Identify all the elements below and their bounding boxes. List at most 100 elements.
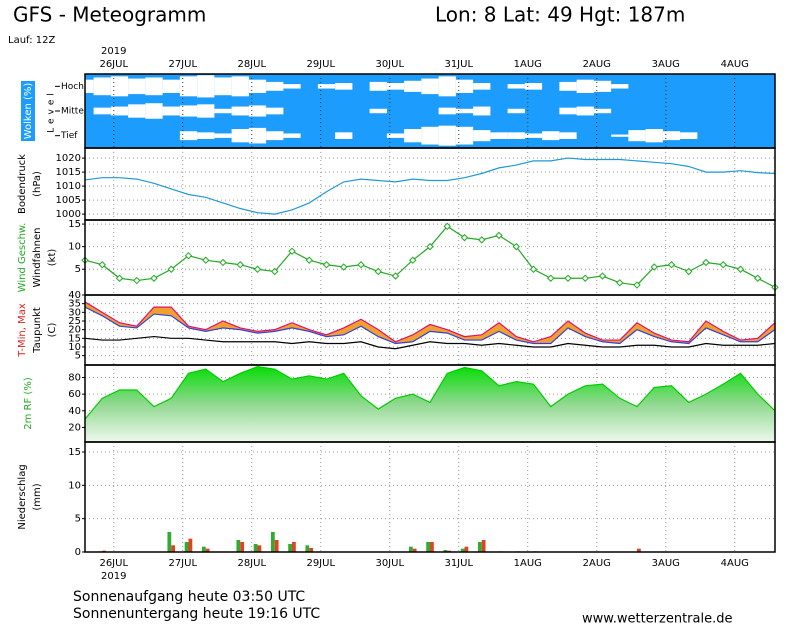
cloud-cover [369, 108, 387, 114]
precip-bar [253, 544, 258, 552]
x-tick-label: 27JUL [168, 59, 197, 70]
cloud-cover [266, 107, 284, 115]
y-tick-label: 0 [75, 547, 81, 558]
precip-bar [426, 542, 430, 552]
cloud-cover [248, 105, 267, 117]
x-tick-label: 29JUL [306, 59, 335, 70]
humidity-line [84, 366, 776, 420]
precip-bar [408, 546, 413, 552]
precip-bar [412, 548, 417, 552]
x-tick-label: 30JUL [375, 59, 404, 70]
precip-bar [270, 532, 275, 552]
data-marker [564, 274, 572, 282]
data-marker [650, 263, 658, 271]
data-marker [253, 265, 262, 273]
cloud-cover [214, 133, 232, 138]
precip-bar [201, 546, 206, 552]
x-tick-label: 28JUL [237, 59, 266, 70]
cloud-cover [386, 133, 405, 138]
data-marker [391, 272, 400, 280]
cloud-cover [197, 75, 215, 98]
data-marker [288, 247, 296, 255]
cloud-cover [335, 83, 353, 90]
panel-frame [84, 147, 776, 221]
data-marker [271, 267, 279, 276]
level-label: Tief [60, 131, 78, 141]
cloud-cover [507, 84, 525, 89]
cloud-cover [231, 129, 249, 143]
y-tick-label: 1005 [56, 195, 81, 206]
cloud-cover [473, 83, 491, 90]
cloud-cover [524, 133, 543, 138]
x-tick-label: 29JUL [306, 558, 335, 569]
cloud-cover [507, 132, 525, 139]
y-tick-label: 10 [68, 342, 81, 353]
cloud-cover [490, 132, 508, 139]
cloud-cover [438, 76, 456, 97]
run: Lauf: 12Z [8, 35, 55, 46]
data-marker [460, 233, 469, 242]
precip-bar [274, 540, 279, 552]
data-marker [633, 281, 641, 289]
data-marker [736, 265, 745, 273]
data-marker [219, 258, 227, 267]
cloud-cover [386, 83, 405, 90]
y-axis-label: (mm) [32, 483, 43, 510]
cloud-cover [179, 131, 198, 141]
y-tick-label: 40 [68, 406, 81, 417]
y-tick-label: 1000 [56, 209, 81, 220]
precip-bar [637, 548, 641, 552]
data-marker [667, 261, 676, 269]
cloud-cover [524, 83, 543, 90]
cloud-cover [266, 81, 284, 91]
cloud-cover [145, 77, 163, 96]
x-tick-label: 4AUG [721, 59, 749, 70]
y-axis-label: Windfahnen [32, 228, 43, 288]
data-marker [340, 263, 348, 271]
y-tick-label: 1020 [56, 153, 81, 164]
precip-bar [430, 542, 434, 552]
data-marker [426, 242, 434, 251]
data-marker [685, 267, 693, 276]
precip-bar [292, 542, 296, 552]
y-tick-label: 10 [68, 480, 81, 491]
precip-bar [460, 548, 465, 552]
cloud-cover [593, 108, 612, 114]
cloud-cover [576, 79, 594, 93]
data-marker [478, 236, 486, 244]
ylabel-box [21, 81, 35, 141]
data-marker [236, 261, 244, 269]
cloud-cover [421, 78, 439, 95]
x-tick-label: 3AUG [652, 59, 680, 70]
precip-bar [477, 542, 482, 552]
y-tick-label: 15 [68, 447, 81, 458]
precip-bar [205, 548, 210, 552]
cloud-cover [611, 134, 629, 137]
humidity-area [85, 366, 775, 442]
x-tick-label: 2AUG [583, 59, 611, 70]
precip-bar [236, 540, 241, 552]
data-marker [702, 258, 710, 267]
cloud-cover [231, 106, 249, 116]
cloud-cover [145, 103, 163, 119]
x-tick-label: 30JUL [375, 558, 404, 569]
x-tick-label: 1AUG [514, 59, 542, 70]
cloud-cover [680, 132, 698, 139]
y-tick-label: 25 [68, 316, 81, 327]
y-axis-label: Taupunkt [32, 307, 43, 354]
data-marker [581, 274, 589, 282]
cloud-cover [645, 129, 663, 143]
cloud-cover [438, 107, 456, 115]
y-tick-label: 15 [68, 219, 81, 230]
precip-bar [240, 542, 245, 552]
y-tick-label: 20 [68, 325, 81, 336]
data-marker [719, 261, 727, 269]
y-axis-label: 2m RF (%) [23, 377, 34, 430]
y-axis-label: Bodendruck [17, 154, 28, 214]
y-axis-label: (hPa) [32, 171, 43, 197]
x-tick-label: 4AUG [721, 558, 749, 569]
y-tick-label: 80 [68, 372, 81, 383]
y-tick-label: 5 [75, 514, 81, 525]
x-tick-label: 31JUL [444, 558, 473, 569]
x-tick-label: 26JUL [99, 558, 128, 569]
